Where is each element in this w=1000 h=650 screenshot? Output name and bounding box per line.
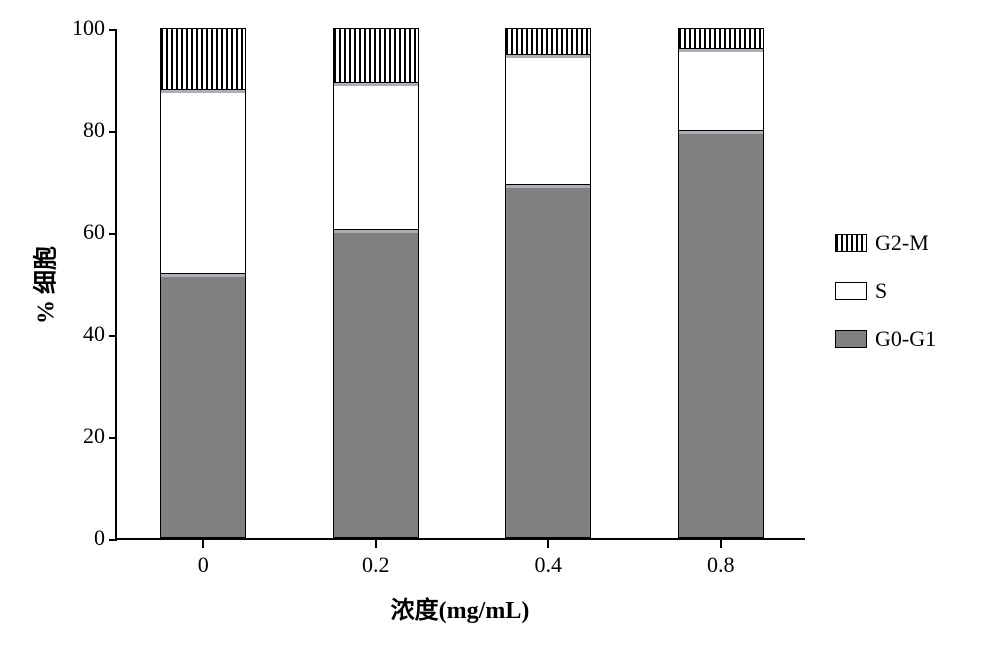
legend-swatch xyxy=(835,234,867,252)
bar-segment-g0-g1 xyxy=(333,229,419,538)
legend-label: G0-G1 xyxy=(875,326,936,352)
bar-segment-fill xyxy=(506,55,590,184)
ytick-label: 40 xyxy=(83,321,117,347)
bar-segment-top-edge xyxy=(506,55,590,58)
bar-segment-g0-g1 xyxy=(678,130,764,538)
legend-swatch xyxy=(835,330,867,348)
bar-group xyxy=(505,28,591,538)
bar-segment-s xyxy=(160,89,246,273)
y-axis-label: % 细胞 xyxy=(26,246,61,324)
bar-segment-g2-m xyxy=(333,28,419,82)
bar-segment-top-edge xyxy=(679,49,763,52)
bar-segment-fill xyxy=(679,29,763,48)
bar-segment-fill xyxy=(161,29,245,89)
bar-segment-top-edge xyxy=(334,83,418,86)
bar-segment-fill xyxy=(506,29,590,54)
bar-segment-s xyxy=(505,54,591,184)
bar-segment-top-edge xyxy=(334,230,418,233)
bar-segment-top-edge xyxy=(161,90,245,93)
bar-segment-s xyxy=(678,48,764,130)
bar-group xyxy=(160,28,246,538)
bar-segment-g0-g1 xyxy=(505,184,591,538)
bar-group xyxy=(678,28,764,538)
figure: 02040608010000.20.40.8 % 细胞 浓度(mg/mL) G2… xyxy=(0,0,1000,650)
xtick-label: 0 xyxy=(198,538,209,578)
legend-item-g2-m: G2-M xyxy=(835,230,936,256)
bar-segment-g2-m xyxy=(505,28,591,54)
legend-label: S xyxy=(875,278,887,304)
bar-segment-fill xyxy=(679,49,763,130)
ytick-label: 0 xyxy=(94,525,117,551)
bar-segment-s xyxy=(333,82,419,230)
ytick-label: 100 xyxy=(72,15,117,41)
ytick-label: 80 xyxy=(83,117,117,143)
bar-segment-g2-m xyxy=(678,28,764,48)
ytick-label: 60 xyxy=(83,219,117,245)
bar-segment-fill xyxy=(679,131,763,537)
legend-item-s: S xyxy=(835,278,936,304)
bar-segment-fill xyxy=(334,29,418,82)
bar-group xyxy=(333,28,419,538)
plot-area: 02040608010000.20.40.8 xyxy=(115,30,805,540)
legend-item-g0-g1: G0-G1 xyxy=(835,326,936,352)
xtick-label: 0.2 xyxy=(362,538,390,578)
ytick-label: 20 xyxy=(83,423,117,449)
bar-segment-top-edge xyxy=(506,185,590,188)
xtick-label: 0.4 xyxy=(535,538,563,578)
bar-segment-fill xyxy=(506,185,590,537)
bar-segment-top-edge xyxy=(161,274,245,277)
bar-segment-g0-g1 xyxy=(160,273,246,538)
bar-segment-top-edge xyxy=(679,131,763,134)
bar-segment-g2-m xyxy=(160,28,246,89)
bar-segment-fill xyxy=(334,230,418,537)
bar-segment-fill xyxy=(334,83,418,230)
legend-swatch xyxy=(835,282,867,300)
legend: G2-M S G0-G1 xyxy=(835,230,936,374)
x-axis-label: 浓度(mg/mL) xyxy=(391,590,530,625)
bar-segment-fill xyxy=(161,90,245,273)
bar-segment-fill xyxy=(161,274,245,537)
xtick-label: 0.8 xyxy=(707,538,735,578)
legend-label: G2-M xyxy=(875,230,929,256)
